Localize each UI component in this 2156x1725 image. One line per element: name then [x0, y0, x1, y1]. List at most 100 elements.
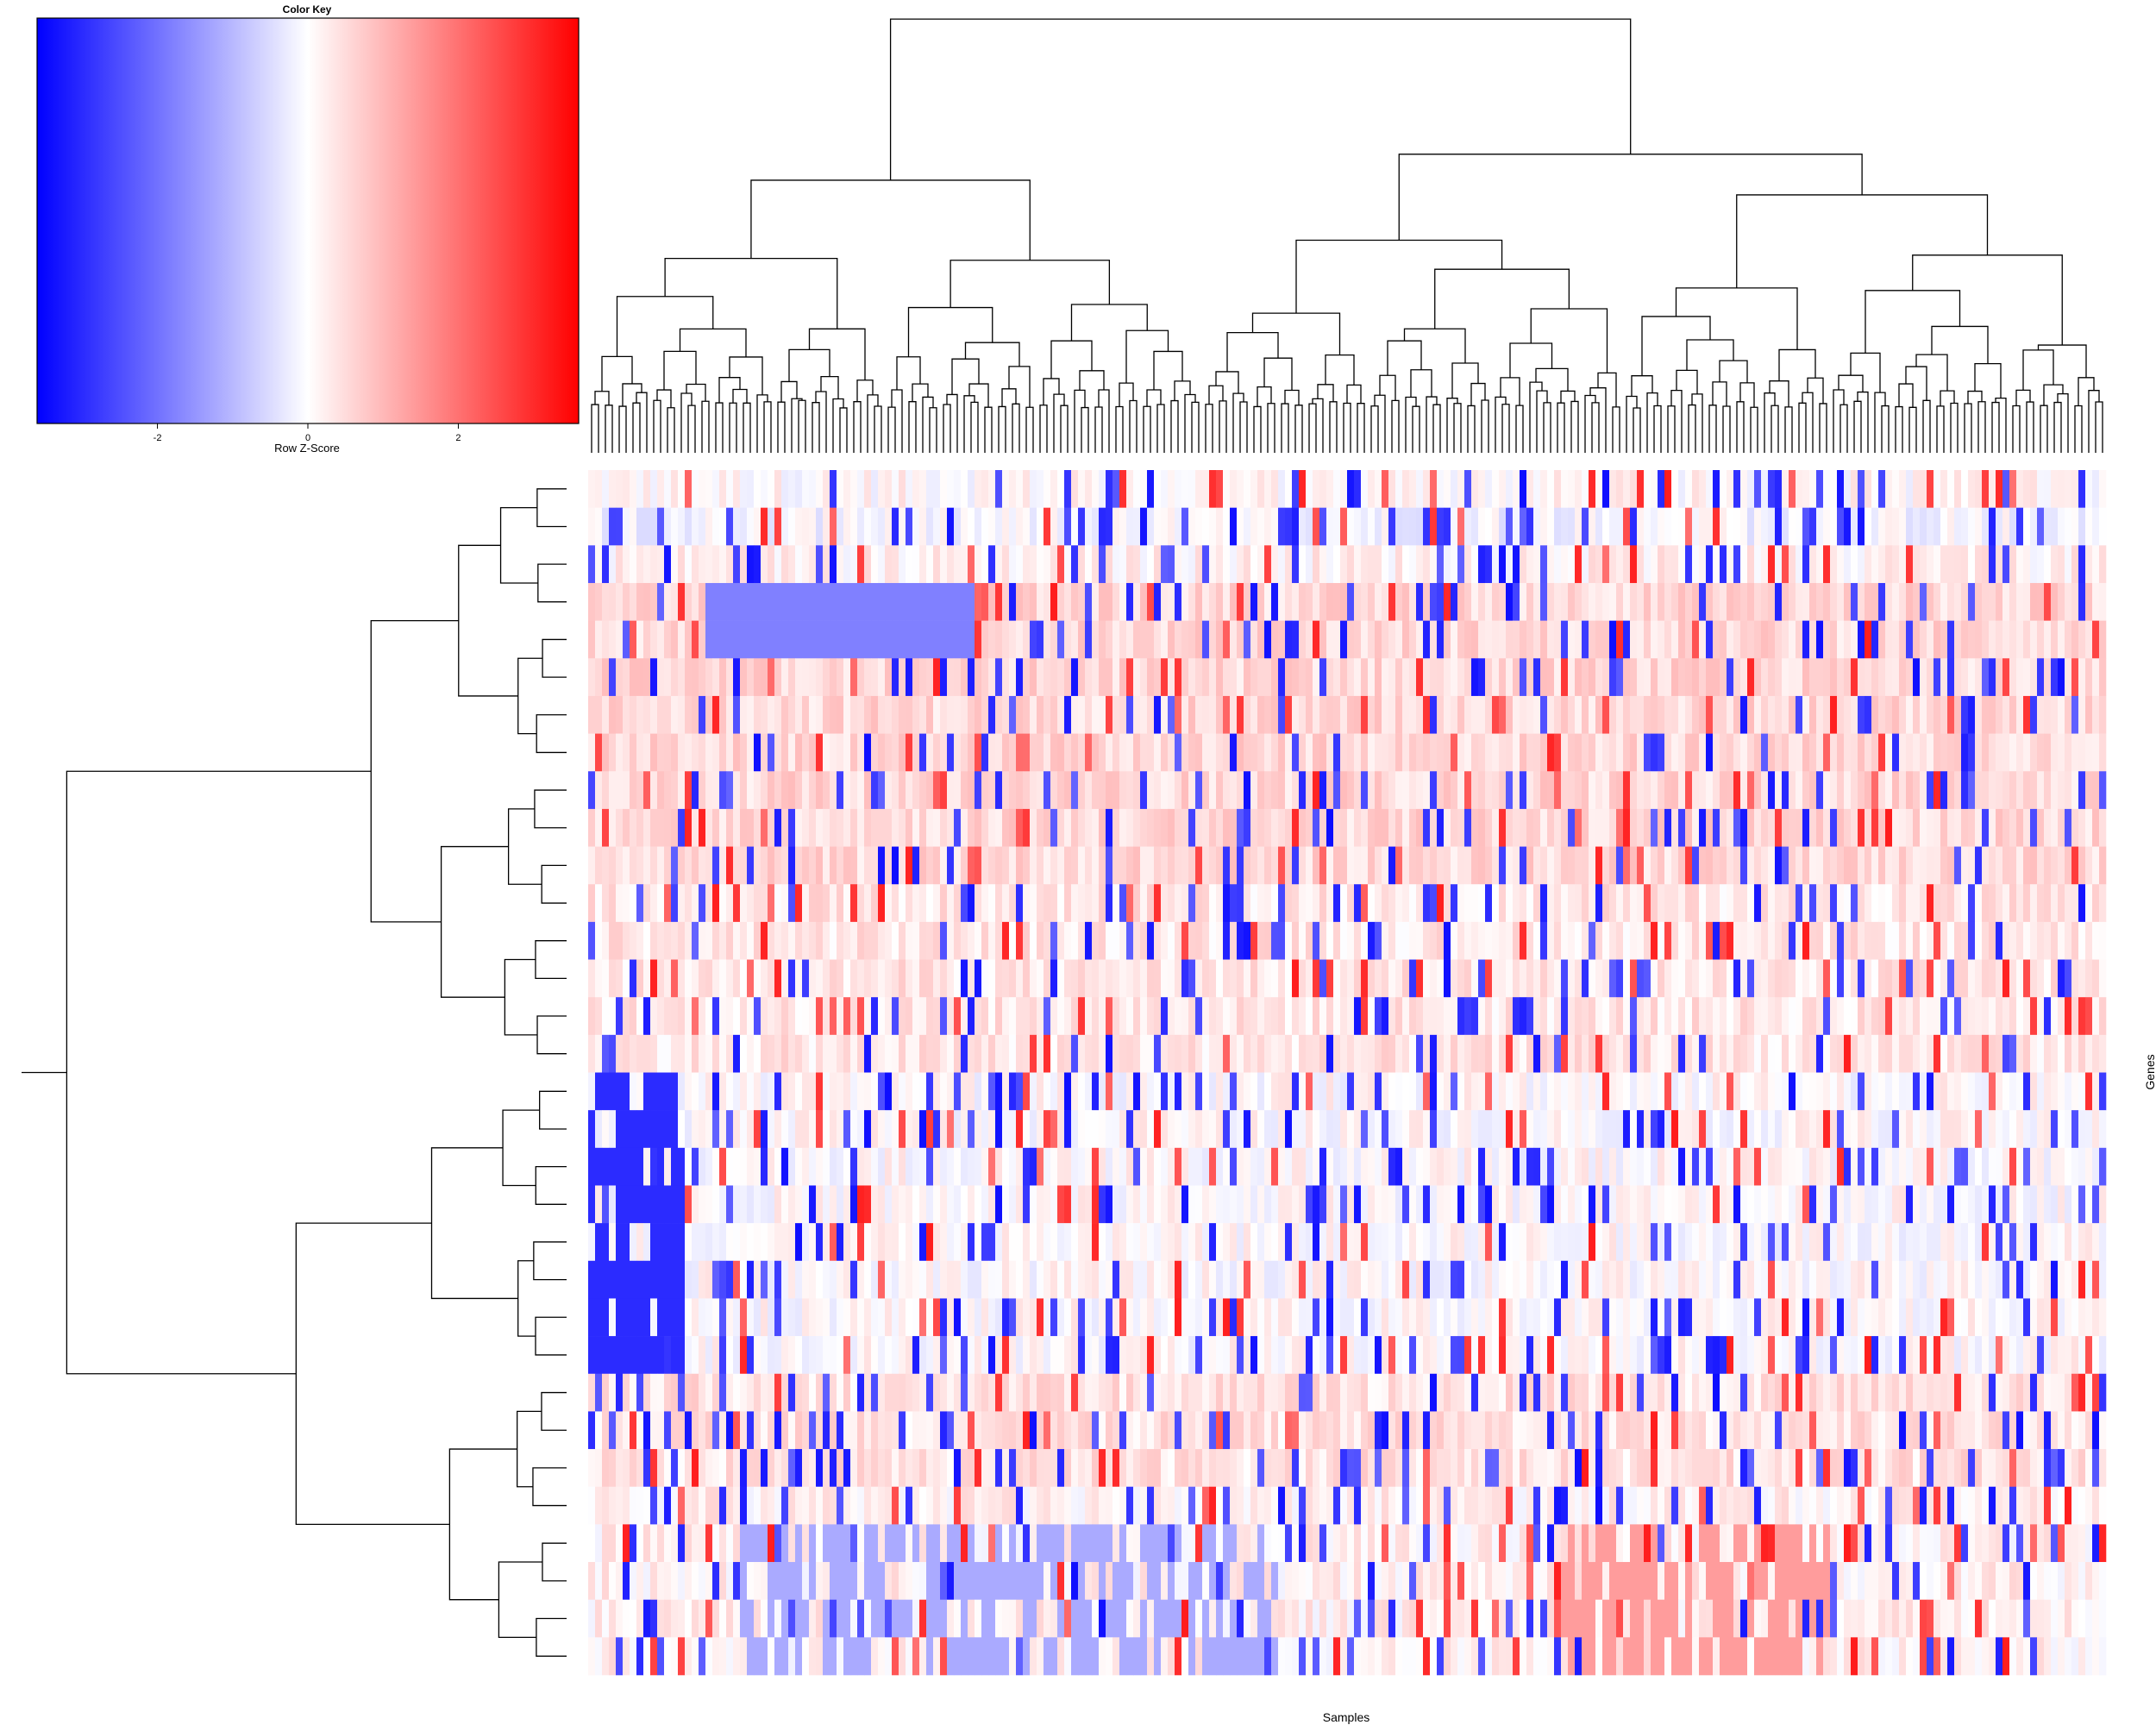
- heatmap-cell: [837, 470, 844, 508]
- heatmap-cell: [1230, 884, 1238, 923]
- heatmap-cell: [850, 507, 858, 546]
- heatmap-cell: [1278, 620, 1286, 659]
- heatmap-cell: [1085, 1147, 1093, 1186]
- heatmap-cell: [1699, 545, 1707, 584]
- heatmap-cell: [1671, 808, 1679, 847]
- heatmap-cell: [1264, 658, 1272, 697]
- heatmap-cell: [1561, 884, 1569, 923]
- heatmap-cell: [1699, 507, 1707, 546]
- heatmap-cell: [1133, 1110, 1141, 1149]
- heatmap-cell: [968, 1260, 975, 1299]
- heatmap-cell: [1747, 771, 1755, 810]
- heatmap-cell: [1092, 771, 1100, 810]
- heatmap-cell: [1747, 470, 1755, 508]
- heatmap-cell: [1250, 620, 1258, 659]
- heatmap-cell: [1616, 997, 1624, 1036]
- heatmap-cell: [878, 733, 886, 772]
- heatmap-cell: [2071, 620, 2079, 659]
- heatmap-cell: [1375, 545, 1382, 584]
- heatmap-cell: [1147, 1185, 1155, 1224]
- heatmap-cell: [1651, 658, 1658, 697]
- heatmap-cell: [1478, 921, 1486, 960]
- heatmap-cell: [823, 1147, 830, 1186]
- heatmap-cell: [1637, 771, 1645, 810]
- heatmap-cell: [1768, 1110, 1776, 1149]
- heatmap-cell: [1540, 470, 1548, 508]
- heatmap-cell: [1064, 959, 1072, 998]
- heatmap-cell: [2099, 695, 2107, 734]
- heatmap-cell: [1168, 545, 1175, 584]
- heatmap-cell: [1630, 582, 1638, 621]
- heatmap-cell: [816, 470, 824, 508]
- column-dendrogram-branch: [1374, 394, 1386, 453]
- heatmap-cell: [774, 582, 782, 621]
- heatmap-cell: [1906, 808, 1914, 847]
- heatmap-cell: [1071, 1072, 1079, 1111]
- heatmap-cell: [1347, 1260, 1355, 1299]
- column-dendrogram-branch: [1853, 400, 1862, 453]
- heatmap-cell: [1044, 582, 1051, 621]
- heatmap-cell: [1168, 507, 1175, 546]
- heatmap-cell: [1030, 1147, 1037, 1186]
- heatmap-cell: [1582, 1185, 1589, 1224]
- heatmap-cell: [1009, 470, 1017, 508]
- heatmap-cell: [1030, 733, 1037, 772]
- heatmap-cell: [795, 1072, 803, 1111]
- heatmap-cell: [1906, 921, 1914, 960]
- heatmap-cell: [926, 470, 934, 508]
- heatmap-cell: [1526, 846, 1534, 885]
- heatmap-cell: [1278, 959, 1286, 998]
- column-dendrogram-branch: [970, 401, 979, 453]
- column-dendrogram-branch: [853, 401, 862, 453]
- heatmap-cell: [1244, 1072, 1251, 1111]
- column-dendrogram-branch: [1470, 382, 1486, 406]
- heatmap-cell: [1568, 695, 1576, 734]
- heatmap-cell: [1547, 507, 1555, 546]
- heatmap-cell: [1671, 1072, 1679, 1111]
- heatmap-cell: [823, 470, 830, 508]
- heatmap-cell: [1002, 997, 1010, 1036]
- heatmap-cell: [1858, 921, 1865, 960]
- heatmap-cell: [1457, 582, 1465, 621]
- heatmap-cell: [1506, 1110, 1514, 1149]
- heatmap-cell: [1699, 921, 1707, 960]
- heatmap-cell: [1837, 1110, 1845, 1149]
- heatmap-cell: [657, 959, 665, 998]
- heatmap-cell: [1892, 846, 1900, 885]
- heatmap-cell: [1016, 1072, 1024, 1111]
- heatmap-cell: [1892, 470, 1900, 508]
- heatmap-cell: [871, 470, 879, 508]
- heatmap-cell: [1299, 695, 1307, 734]
- heatmap-cell: [1582, 771, 1589, 810]
- heatmap-cell: [1830, 959, 1838, 998]
- heatmap-cell: [1106, 997, 1113, 1036]
- heatmap-cell: [1816, 1185, 1824, 1224]
- heatmap-cell: [1899, 1072, 1907, 1111]
- heatmap-cell: [1630, 846, 1638, 885]
- column-dendrogram-branch: [1001, 388, 1017, 407]
- heatmap-cell: [1278, 582, 1286, 621]
- heatmap-cell: [1644, 1034, 1651, 1073]
- heatmap-cell: [857, 959, 865, 998]
- heatmap-cell: [2016, 959, 2024, 998]
- heatmap-cell: [609, 695, 617, 734]
- heatmap-cell: [1858, 695, 1865, 734]
- heatmap-cell: [1444, 1223, 1451, 1262]
- heatmap-cell: [1789, 733, 1796, 772]
- heatmap-cell: [1996, 1185, 2003, 1224]
- heatmap-cell: [699, 733, 706, 772]
- heatmap-cell: [1871, 959, 1879, 998]
- heatmap-cell: [2051, 1223, 2059, 1262]
- column-dendrogram-branch: [874, 405, 882, 453]
- heatmap-cell: [1595, 695, 1603, 734]
- heatmap-cell: [1395, 733, 1403, 772]
- heatmap-cell: [740, 545, 748, 584]
- heatmap-cell: [754, 1223, 761, 1262]
- heatmap-cell: [1961, 620, 1969, 659]
- heatmap-cell: [602, 1072, 610, 1111]
- heatmap-cell: [1851, 733, 1858, 772]
- heatmap-cell: [1333, 771, 1341, 810]
- heatmap-cell: [1899, 1185, 1907, 1224]
- heatmap-cell: [837, 1110, 844, 1149]
- heatmap-cell: [781, 620, 789, 659]
